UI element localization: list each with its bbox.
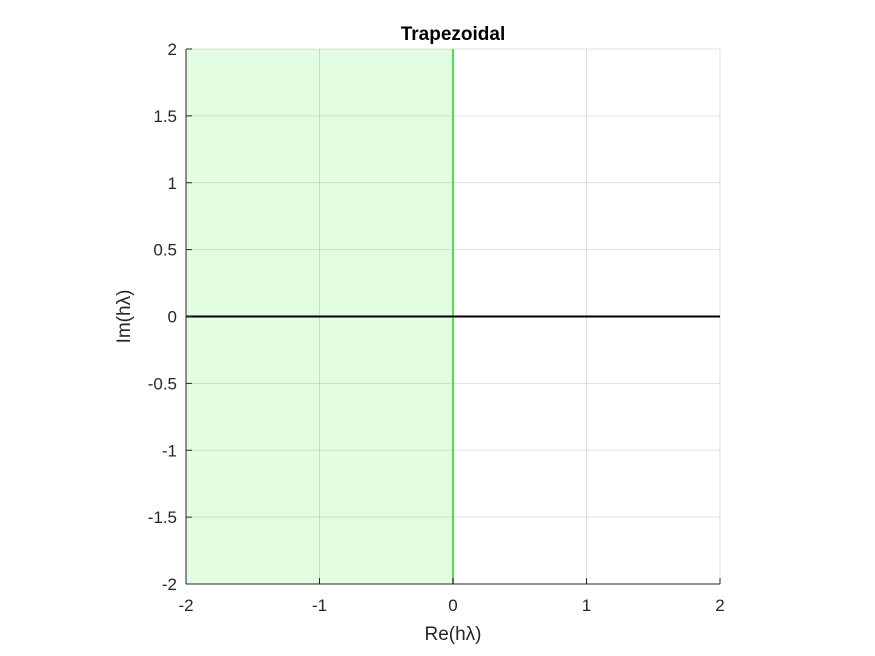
chart-title: Trapezoidal <box>401 24 506 45</box>
y-tick-label: 0.5 <box>153 241 177 260</box>
y-tick-label: 1 <box>168 174 177 193</box>
data-lines <box>186 49 720 584</box>
y-tick-label: -0.5 <box>148 374 177 393</box>
x-axis-label: Re(hλ) <box>424 624 481 645</box>
y-tick-label: -1.5 <box>148 508 177 527</box>
x-tick-label: 2 <box>715 596 724 615</box>
y-tick-label: -2 <box>162 575 177 594</box>
y-axis-label: Im(hλ) <box>114 290 135 344</box>
x-tick-label: 1 <box>582 596 591 615</box>
y-tick-label: -1 <box>162 441 177 460</box>
y-tick-label: 0 <box>168 308 177 327</box>
axes <box>185 48 721 585</box>
x-tick-label: -1 <box>312 596 327 615</box>
y-tick-label: 2 <box>168 40 177 59</box>
x-tick-label: -2 <box>178 596 193 615</box>
x-tick-label: 0 <box>448 596 457 615</box>
y-tick-label: 1.5 <box>153 107 177 126</box>
tick-labels: -2 -1 0 1 2 -2 -1.5 -1 -0.5 0 0.5 1 1.5 2 <box>148 40 725 615</box>
